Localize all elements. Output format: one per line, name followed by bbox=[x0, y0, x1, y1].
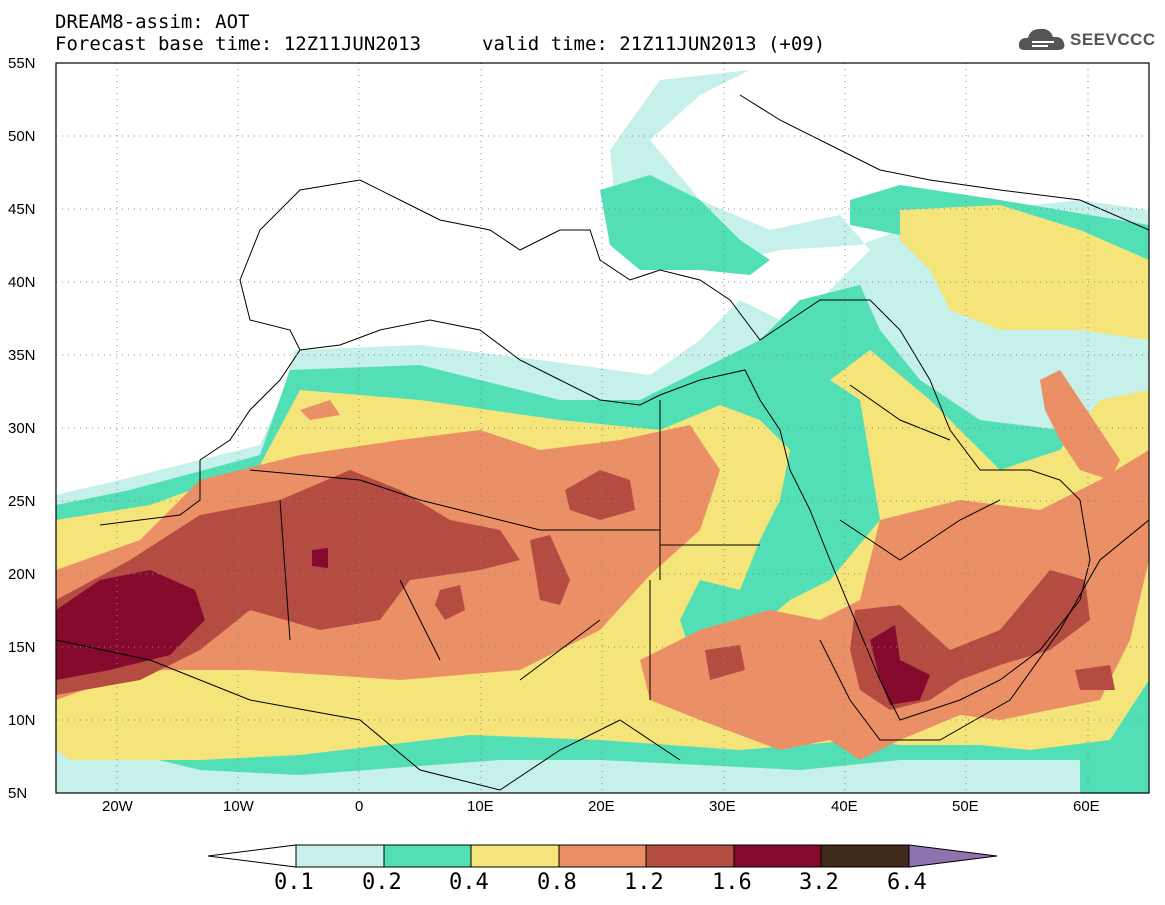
colorbar-segment-low bbox=[207, 844, 297, 868]
forecast-base-time: Forecast base time: 12Z11JUN2013 bbox=[55, 33, 422, 55]
map-title: DREAM8-assim: AOT bbox=[55, 11, 250, 33]
lat-label: 45N bbox=[8, 201, 36, 218]
colorbar-label: 1.6 bbox=[712, 870, 752, 895]
seevccc-logo: SEEVCCC bbox=[1018, 24, 1155, 56]
lat-label: 35N bbox=[8, 347, 36, 364]
lat-label: 25N bbox=[8, 493, 36, 510]
colorbar-segment bbox=[820, 844, 910, 868]
lon-label: 0 bbox=[355, 798, 364, 815]
colorbar-segment bbox=[645, 844, 735, 868]
lat-label: 5N bbox=[8, 785, 28, 802]
colorbar-label: 1.2 bbox=[624, 870, 664, 895]
valid-time: valid time: 21Z11JUN2013 (+09) bbox=[482, 33, 826, 55]
coastlines bbox=[56, 94, 1149, 791]
colorbar-label: 0.8 bbox=[537, 870, 577, 895]
lat-label: 40N bbox=[8, 274, 36, 291]
cloud-icon bbox=[1018, 28, 1065, 50]
lon-label: 20E bbox=[588, 798, 615, 815]
logo-text: SEEVCCC bbox=[1070, 30, 1156, 49]
map-frame bbox=[55, 62, 1150, 794]
colorbar bbox=[207, 844, 998, 868]
lat-label: 30N bbox=[8, 420, 36, 437]
colorbar-segment bbox=[470, 844, 560, 868]
lat-label: 55N bbox=[8, 55, 36, 72]
colorbar-segment-high bbox=[908, 844, 998, 868]
lat-label: 20N bbox=[8, 566, 36, 583]
lon-label: 30E bbox=[709, 798, 736, 815]
lon-label: 10W bbox=[223, 798, 254, 815]
colorbar-segment bbox=[295, 844, 385, 868]
colorbar-label: 0.4 bbox=[449, 870, 489, 895]
lon-label: 60E bbox=[1073, 798, 1100, 815]
colorbar-segment bbox=[383, 844, 472, 868]
colorbar-label: 0.2 bbox=[362, 870, 402, 895]
colorbar-segment bbox=[558, 844, 647, 868]
colorbar-segment bbox=[733, 844, 822, 868]
lon-label: 40E bbox=[831, 798, 858, 815]
lat-label: 15N bbox=[8, 639, 36, 656]
colorbar-label: 0.1 bbox=[274, 870, 314, 895]
lon-label: 50E bbox=[952, 798, 979, 815]
graticule bbox=[56, 63, 1149, 793]
lon-label: 20W bbox=[102, 798, 133, 815]
colorbar-label: 6.4 bbox=[887, 870, 927, 895]
colorbar-label: 3.2 bbox=[799, 870, 839, 895]
lon-label: 10E bbox=[467, 798, 494, 815]
lat-label: 10N bbox=[8, 712, 36, 729]
lat-label: 50N bbox=[8, 128, 36, 145]
